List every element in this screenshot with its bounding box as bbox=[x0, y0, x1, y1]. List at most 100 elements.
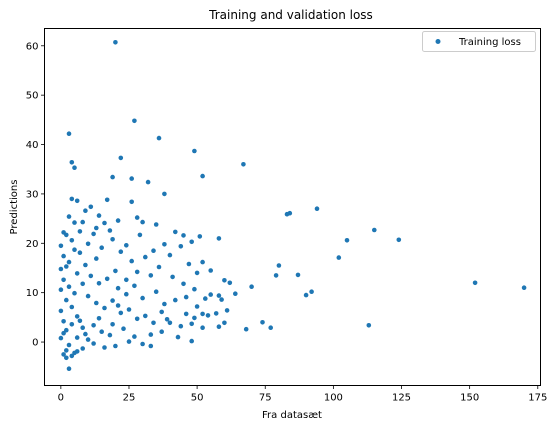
x-tick-label: 100 bbox=[324, 393, 343, 404]
chart-title: Training and validation loss bbox=[208, 8, 373, 22]
data-point bbox=[66, 366, 72, 372]
data-point bbox=[243, 326, 249, 332]
data-point bbox=[222, 278, 227, 283]
data-point bbox=[64, 297, 69, 303]
data-point bbox=[189, 239, 194, 245]
data-point bbox=[129, 199, 134, 205]
data-point bbox=[396, 237, 402, 243]
data-point bbox=[200, 259, 205, 265]
data-point bbox=[366, 323, 372, 328]
data-point bbox=[314, 206, 320, 211]
data-point bbox=[216, 236, 222, 241]
data-point bbox=[94, 225, 99, 231]
data-point bbox=[126, 307, 132, 312]
data-point bbox=[227, 280, 233, 286]
data-point bbox=[69, 196, 75, 202]
data-point bbox=[61, 352, 66, 357]
data-point bbox=[61, 319, 66, 324]
data-point bbox=[66, 284, 72, 290]
data-point bbox=[183, 294, 189, 300]
data-point bbox=[336, 255, 342, 260]
y-tick-label: 0 bbox=[32, 338, 38, 349]
data-point bbox=[140, 341, 145, 347]
data-point bbox=[134, 269, 140, 275]
data-point bbox=[203, 296, 208, 301]
data-point bbox=[284, 211, 290, 217]
data-point bbox=[173, 229, 178, 235]
data-point bbox=[72, 165, 77, 170]
data-point bbox=[66, 214, 72, 219]
data-point bbox=[69, 304, 75, 310]
data-point bbox=[276, 263, 282, 268]
data-point bbox=[167, 252, 173, 258]
data-point bbox=[69, 322, 75, 327]
data-point bbox=[159, 309, 164, 315]
data-point bbox=[241, 162, 246, 167]
data-point bbox=[94, 300, 99, 306]
data-point bbox=[521, 285, 527, 291]
data-point bbox=[74, 271, 80, 276]
data-point bbox=[94, 256, 99, 261]
data-point bbox=[58, 243, 64, 249]
y-tick-label: 30 bbox=[26, 189, 39, 200]
data-point bbox=[110, 174, 115, 180]
data-point bbox=[124, 277, 129, 283]
data-point bbox=[170, 274, 175, 280]
x-tick-label: 175 bbox=[528, 393, 547, 404]
data-point bbox=[164, 317, 170, 322]
data-point bbox=[167, 320, 173, 326]
data-point bbox=[178, 244, 184, 249]
data-point bbox=[208, 292, 213, 297]
data-point bbox=[132, 334, 137, 339]
data-point bbox=[124, 243, 129, 248]
data-point bbox=[102, 220, 107, 226]
data-point bbox=[66, 342, 72, 348]
data-point bbox=[110, 237, 115, 242]
data-point bbox=[64, 264, 69, 269]
data-point bbox=[175, 334, 181, 340]
data-point bbox=[69, 160, 75, 165]
data-point bbox=[178, 323, 184, 329]
data-point bbox=[153, 289, 159, 295]
data-point bbox=[129, 176, 134, 181]
data-point bbox=[69, 238, 75, 243]
data-point bbox=[213, 311, 219, 316]
data-point bbox=[205, 313, 211, 318]
y-tick-label: 20 bbox=[26, 239, 39, 250]
data-point bbox=[148, 332, 154, 337]
data-point bbox=[110, 298, 115, 303]
data-point bbox=[151, 248, 156, 253]
data-point bbox=[118, 249, 124, 254]
data-point bbox=[83, 262, 88, 268]
data-point bbox=[186, 261, 192, 267]
data-point bbox=[134, 215, 140, 220]
legend-box bbox=[422, 31, 536, 52]
data-point bbox=[80, 219, 85, 225]
data-point bbox=[58, 266, 64, 272]
data-point bbox=[132, 283, 137, 289]
data-point bbox=[260, 320, 265, 325]
data-point bbox=[183, 311, 189, 317]
data-point bbox=[77, 250, 83, 255]
legend: Training loss bbox=[422, 31, 536, 52]
data-point bbox=[124, 291, 129, 297]
data-point bbox=[77, 229, 83, 234]
data-point bbox=[200, 325, 205, 331]
data-point bbox=[249, 284, 254, 290]
data-point bbox=[99, 329, 104, 335]
data-point bbox=[200, 173, 205, 179]
data-point bbox=[83, 208, 88, 213]
y-tick-label: 40 bbox=[26, 140, 39, 151]
data-point bbox=[61, 277, 66, 283]
data-point bbox=[115, 218, 121, 223]
data-point bbox=[91, 341, 96, 346]
data-point bbox=[91, 323, 96, 328]
data-point bbox=[216, 324, 222, 330]
data-point bbox=[233, 291, 238, 297]
data-point bbox=[113, 40, 118, 45]
data-point bbox=[134, 316, 140, 322]
data-point bbox=[72, 350, 77, 356]
data-point bbox=[129, 258, 134, 264]
y-tick-label: 10 bbox=[26, 288, 39, 299]
